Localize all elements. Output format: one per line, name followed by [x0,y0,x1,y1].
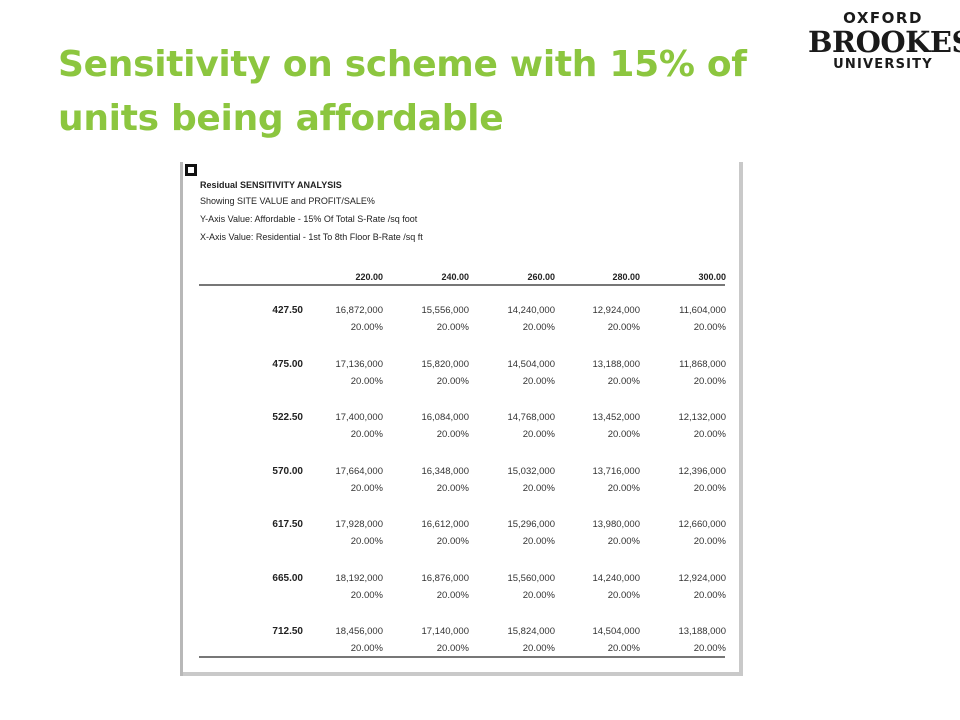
profit-percent-cell: 20.00% [693,429,726,440]
row-label: 665.00 [272,572,303,584]
column-header: 240.00 [441,272,469,282]
profit-percent-cell: 20.00% [693,375,726,387]
row-label: 522.50 [272,412,303,423]
row-label: 712.50 [272,626,303,637]
site-value-cell: 17,140,000 [421,626,469,637]
profit-percent-cell: 20.00% [693,589,726,601]
report-x-axis-line: X-Axis Value: Residential - 1st To 8th F… [200,232,423,242]
site-value-cell: 16,876,000 [421,572,469,584]
report-showing-line: Showing SITE VALUE and PROFIT/SALE% [200,196,375,206]
profit-percent-cell: 20.00% [522,375,555,387]
profit-percent-cell: 20.00% [522,322,555,333]
profit-percent-cell: 20.00% [693,643,726,654]
profit-percent-cell: 20.00% [436,429,469,440]
profit-percent-cell: 20.00% [607,482,640,494]
site-value-cell: 15,560,000 [507,572,555,584]
profit-percent-cell: 20.00% [607,322,640,333]
profit-percent-cell: 20.00% [693,536,726,547]
report-heading: Residual SENSITIVITY ANALYSIS [200,180,342,190]
site-value-cell: 13,188,000 [678,626,726,637]
header-rule [199,284,725,286]
site-value-cell: 14,504,000 [592,626,640,637]
profit-percent-cell: 20.00% [350,322,383,333]
site-value-cell: 12,396,000 [678,465,726,477]
site-value-cell: 18,456,000 [335,626,383,637]
profit-percent-cell: 20.00% [522,589,555,601]
site-value-cell: 11,868,000 [679,358,726,370]
profit-percent-cell: 20.00% [350,482,383,494]
logo-line-brookes: BROOKES [808,25,960,59]
site-value-cell: 15,824,000 [507,626,555,637]
profit-percent-cell: 20.00% [350,589,383,601]
profit-percent-cell: 20.00% [436,589,469,601]
profit-percent-cell: 20.00% [350,643,383,654]
site-value-cell: 13,980,000 [592,519,640,530]
report-right-border [739,162,743,676]
site-value-cell: 13,716,000 [592,465,640,477]
profit-percent-cell: 20.00% [693,482,726,494]
site-value-cell: 12,924,000 [678,572,726,584]
site-value-cell: 13,188,000 [592,358,640,370]
site-value-cell: 14,768,000 [507,412,555,423]
report-bottom-border [183,672,743,676]
site-value-cell: 14,240,000 [592,572,640,584]
site-value-cell: 16,084,000 [421,412,469,423]
site-value-cell: 17,400,000 [335,412,383,423]
site-value-cell: 18,192,000 [335,572,383,584]
profit-percent-cell: 20.00% [350,536,383,547]
site-value-cell: 15,820,000 [421,358,469,370]
profit-percent-cell: 20.00% [350,375,383,387]
profit-percent-cell: 20.00% [522,429,555,440]
site-value-cell: 12,924,000 [592,305,640,316]
profit-percent-cell: 20.00% [607,643,640,654]
oxford-brookes-logo: OXFORD BROOKES UNIVERSITY [808,8,960,74]
site-value-cell: 14,504,000 [507,358,555,370]
site-value-cell: 13,452,000 [592,412,640,423]
site-value-cell: 11,604,000 [679,305,726,316]
profit-percent-cell: 20.00% [350,429,383,440]
site-value-cell: 17,928,000 [335,519,383,530]
logo-line-oxford: OXFORD [843,9,923,27]
profit-percent-cell: 20.00% [436,536,469,547]
site-value-cell: 17,664,000 [335,465,383,477]
profit-percent-cell: 20.00% [693,322,726,333]
site-value-cell: 12,132,000 [678,412,726,423]
site-value-cell: 17,136,000 [335,358,383,370]
site-value-cell: 15,556,000 [421,305,469,316]
column-header: 220.00 [355,272,383,282]
row-label: 475.00 [272,358,303,370]
column-header: 260.00 [527,272,555,282]
report-y-axis-line: Y-Axis Value: Affordable - 15% Of Total … [200,214,418,224]
column-header: 300.00 [698,272,726,282]
profit-percent-cell: 20.00% [436,322,469,333]
logo-line-university: UNIVERSITY [833,57,933,72]
profit-percent-cell: 20.00% [436,643,469,654]
footer-rule [199,656,725,658]
site-value-cell: 12,660,000 [678,519,726,530]
site-value-cell: 15,032,000 [507,465,555,477]
profit-percent-cell: 20.00% [436,375,469,387]
profit-percent-cell: 20.00% [607,589,640,601]
profit-percent-cell: 20.00% [522,643,555,654]
profit-percent-cell: 20.00% [607,429,640,440]
sensitivity-report: Residual SENSITIVITY ANALYSIS Showing SI… [180,162,743,676]
site-value-cell: 16,348,000 [421,465,469,477]
row-label: 570.00 [272,465,303,477]
site-value-cell: 14,240,000 [507,305,555,316]
report-corner-checkbox-icon [185,164,197,176]
site-value-cell: 16,612,000 [421,519,469,530]
row-label: 617.50 [272,519,303,530]
column-header: 280.00 [612,272,640,282]
site-value-cell: 15,296,000 [507,519,555,530]
profit-percent-cell: 20.00% [607,536,640,547]
row-label: 427.50 [272,305,303,316]
slide-title: Sensitivity on scheme with 15% of units … [58,44,747,139]
profit-percent-cell: 20.00% [607,375,640,387]
site-value-cell: 16,872,000 [335,305,383,316]
profit-percent-cell: 20.00% [522,482,555,494]
profit-percent-cell: 20.00% [522,536,555,547]
profit-percent-cell: 20.00% [436,482,469,494]
